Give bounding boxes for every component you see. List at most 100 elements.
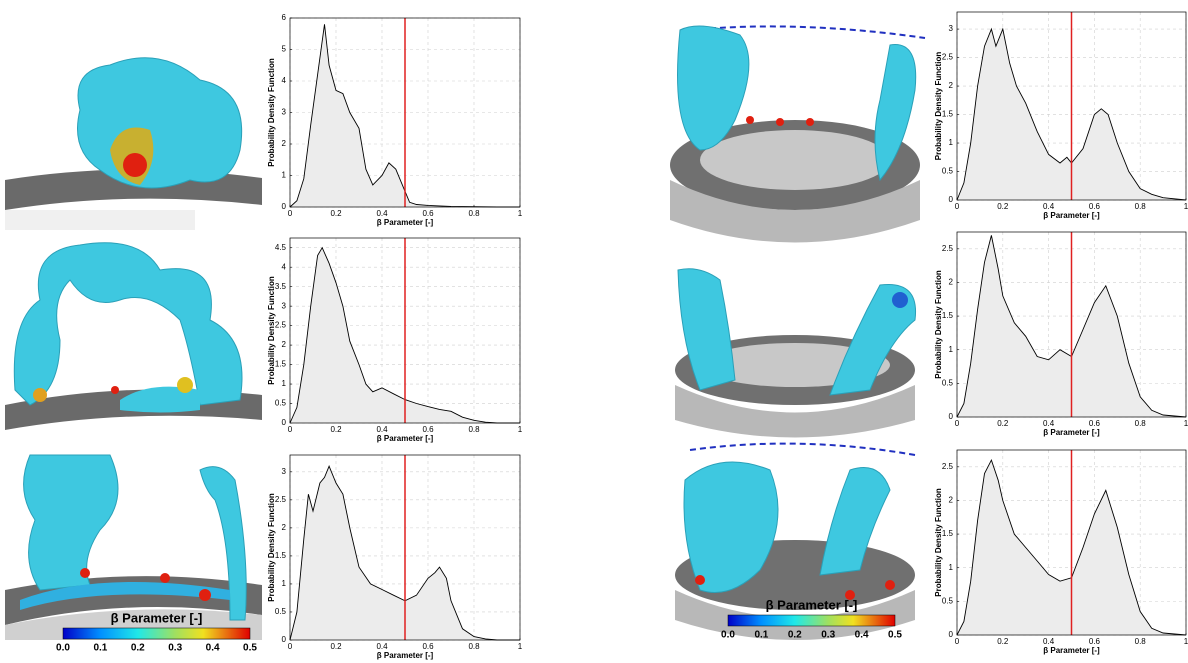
colorbar-tick-label: 0.2 bbox=[788, 630, 802, 641]
y-axis-label: Probability Density Function bbox=[267, 58, 276, 167]
x-tick-label: 1 bbox=[518, 209, 523, 218]
x-tick-label: 0 bbox=[955, 637, 960, 646]
colorbar-tick-label: 0.3 bbox=[821, 630, 835, 641]
y-tick-label: 0 bbox=[282, 202, 287, 211]
y-tick-label: 3 bbox=[949, 24, 954, 33]
y-tick-label: 2.5 bbox=[942, 244, 954, 253]
pdf-line bbox=[956, 458, 1187, 636]
y-tick-label: 1 bbox=[282, 379, 287, 388]
y-tick-label: 0 bbox=[282, 418, 287, 427]
colorbar-tick-label: 0.4 bbox=[206, 643, 220, 654]
colorbar-tick-label: 0.3 bbox=[168, 643, 182, 654]
y-tick-label: 0.5 bbox=[275, 399, 287, 408]
x-tick-label: 1 bbox=[1184, 419, 1188, 428]
render-1 bbox=[5, 57, 262, 230]
y-tick-label: 2.5 bbox=[942, 462, 954, 471]
pdf-chart: 0 0.2 0.4 0.6 0.8 1 0 0.5 1 1.5 2 2.5 β Parameter [-… bbox=[934, 449, 1188, 655]
render-4 bbox=[670, 25, 926, 243]
y-tick-label: 3.5 bbox=[275, 282, 287, 291]
pdf-chart: 0 0.2 0.4 0.6 0.8 1 0 0.5 1 1.5 2 2.5 3 β Parameter [… bbox=[934, 11, 1188, 220]
colorbar-tick-label: 0.5 bbox=[888, 630, 902, 641]
colorbar-tick-label: 0.1 bbox=[754, 630, 768, 641]
pdf-line bbox=[956, 27, 1187, 201]
x-tick-label: 0.4 bbox=[376, 642, 388, 651]
colorbar-title: β Parameter [-] bbox=[766, 597, 858, 612]
x-tick-label: 0.2 bbox=[330, 642, 342, 651]
plot-frame bbox=[956, 449, 1187, 636]
y-tick-label: 1 bbox=[282, 579, 287, 588]
colorbar-tick-label: 0.0 bbox=[56, 643, 70, 654]
x-tick-label: 0.8 bbox=[468, 209, 480, 218]
y-tick-label: 2 bbox=[282, 523, 287, 532]
pdf-line bbox=[289, 246, 520, 424]
pdf-line bbox=[956, 235, 1187, 418]
colorbar-tick-label: 0.2 bbox=[131, 643, 145, 654]
x-tick-label: 0.6 bbox=[1089, 637, 1101, 646]
colorbar-tick-label: 0.0 bbox=[721, 630, 735, 641]
y-tick-label: 3 bbox=[282, 108, 287, 117]
y-tick-label: 4 bbox=[282, 76, 287, 85]
y-tick-label: 0.5 bbox=[942, 378, 954, 387]
x-tick-label: 0.8 bbox=[1135, 202, 1147, 211]
colorbar: β Parameter [-] 0.0 0.1 0.2 0.3 0.4 0.5 bbox=[721, 597, 902, 640]
y-tick-label: 1 bbox=[949, 138, 954, 147]
y-tick-label: 0 bbox=[282, 635, 287, 644]
y-tick-label: 1.5 bbox=[942, 311, 954, 320]
x-tick-label: 0.4 bbox=[1043, 419, 1055, 428]
y-tick-label: 1 bbox=[949, 563, 954, 572]
x-axis-label: β Parameter [-] bbox=[1043, 211, 1100, 220]
area-fill bbox=[957, 235, 1186, 417]
y-tick-label: 2.5 bbox=[942, 53, 954, 62]
x-axis-label: β Parameter [-] bbox=[377, 218, 434, 227]
y-tick-label: 0 bbox=[949, 630, 954, 639]
x-tick-label: 0 bbox=[955, 419, 960, 428]
pdf-line bbox=[289, 24, 520, 208]
x-tick-label: 0.4 bbox=[1043, 202, 1055, 211]
x-tick-label: 0 bbox=[288, 642, 293, 651]
y-axis-label: Probability Density Function bbox=[267, 493, 276, 602]
y-tick-label: 3 bbox=[282, 467, 287, 476]
y-tick-label: 2 bbox=[282, 139, 287, 148]
x-tick-label: 1 bbox=[1184, 637, 1188, 646]
y-tick-label: 1 bbox=[282, 171, 287, 180]
y-tick-label: 2.5 bbox=[275, 495, 287, 504]
y-axis-label: Probability Density Function bbox=[934, 488, 943, 597]
y-tick-label: 1.5 bbox=[942, 529, 954, 538]
x-tick-label: 0.6 bbox=[422, 209, 434, 218]
x-tick-label: 0.8 bbox=[1135, 637, 1147, 646]
render-5 bbox=[675, 268, 917, 438]
x-tick-label: 0.4 bbox=[376, 425, 388, 434]
plot-frame bbox=[289, 454, 521, 641]
plot-frame bbox=[956, 231, 1187, 418]
x-tick-label: 0 bbox=[288, 425, 293, 434]
x-tick-label: 0.2 bbox=[330, 425, 342, 434]
x-tick-label: 0.6 bbox=[422, 642, 434, 651]
area-fill bbox=[290, 466, 520, 640]
y-tick-label: 4.5 bbox=[275, 243, 287, 252]
y-tick-label: 0 bbox=[949, 195, 954, 204]
area-fill bbox=[290, 24, 520, 207]
y-tick-label: 1 bbox=[949, 345, 954, 354]
pdf-line bbox=[289, 465, 520, 641]
x-tick-label: 0.8 bbox=[468, 425, 480, 434]
colorbar-tick-label: 0.4 bbox=[855, 630, 869, 641]
y-tick-label: 5 bbox=[282, 45, 287, 54]
area-fill bbox=[957, 29, 1186, 200]
render-3 bbox=[5, 454, 262, 640]
pdf-chart: 0 0.2 0.4 0.6 0.8 1 0 0.5 1 1.5 2 2.5 β Parameter [-… bbox=[934, 231, 1188, 437]
colorbar-tick-label: 0.5 bbox=[243, 643, 257, 654]
colorbar: β Parameter [-] 0.0 0.1 0.2 0.3 0.4 0.5 bbox=[56, 610, 257, 653]
y-tick-label: 0.5 bbox=[275, 607, 287, 616]
pdf-chart: 0 0.2 0.4 0.6 0.8 1 0 1 2 3 4 5 6 β Parameter [-] Prob… bbox=[267, 13, 523, 227]
colorbar-gradient bbox=[62, 627, 251, 640]
x-tick-label: 0.2 bbox=[330, 209, 342, 218]
area-fill bbox=[290, 247, 520, 423]
x-tick-label: 0.4 bbox=[1043, 637, 1055, 646]
x-tick-label: 0 bbox=[288, 209, 293, 218]
y-tick-label: 4 bbox=[282, 262, 287, 271]
y-tick-label: 2.5 bbox=[275, 321, 287, 330]
colorbar-gradient bbox=[727, 614, 896, 627]
plot-frame bbox=[956, 11, 1187, 201]
x-tick-label: 0.6 bbox=[1089, 419, 1101, 428]
x-tick-label: 0 bbox=[955, 202, 960, 211]
